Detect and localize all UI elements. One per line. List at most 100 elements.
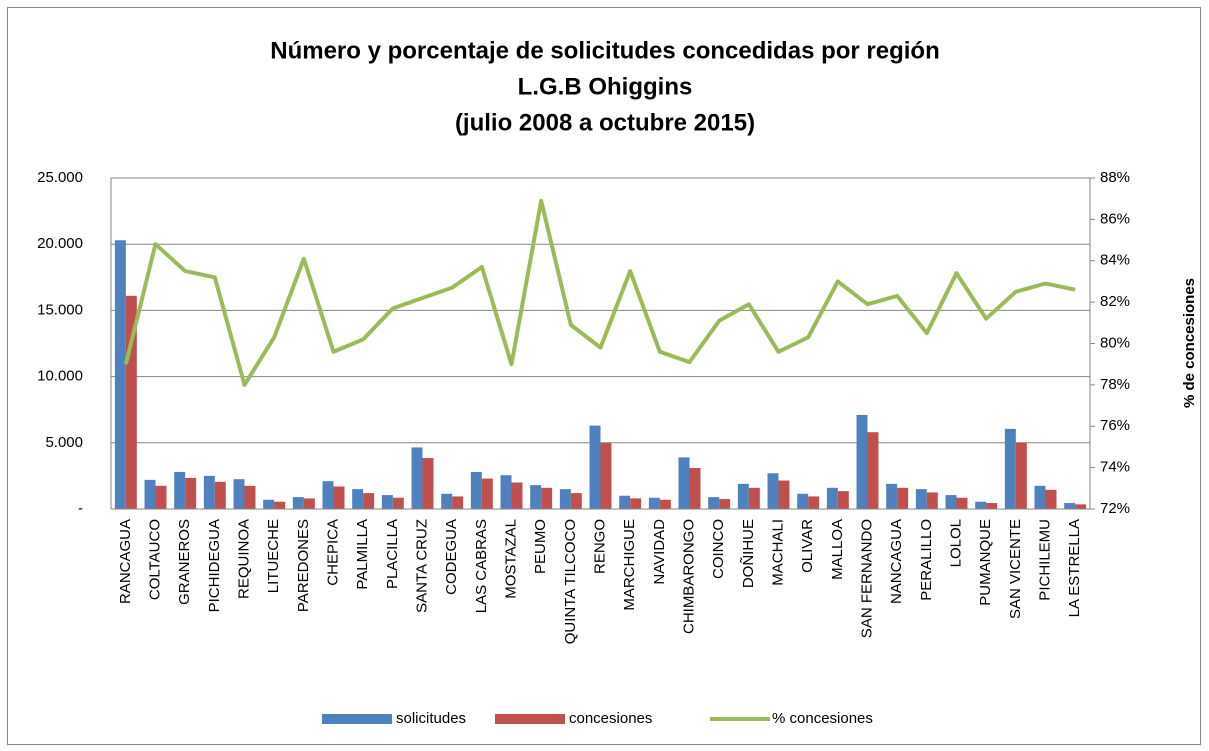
bar (381, 495, 393, 509)
x-tick-label: SAN VICENTE (1007, 519, 1024, 619)
x-tick-label: REQUINOA (235, 519, 252, 599)
bar (363, 493, 375, 509)
bar (708, 497, 720, 509)
bar (1015, 442, 1027, 509)
bar (185, 477, 197, 509)
bar (648, 497, 660, 509)
y2-tick-label: 84% (1100, 252, 1130, 269)
x-tick-label: LOLOL (947, 519, 964, 567)
bar (174, 471, 186, 509)
bar (837, 491, 849, 509)
bar (422, 458, 434, 509)
y-tick-label: - (78, 500, 83, 517)
bar (600, 442, 612, 509)
chart-title: Número y porcentaje de solicitudes conce… (270, 37, 940, 64)
bar (886, 483, 898, 509)
x-tick-label: PLACILLA (384, 519, 401, 589)
x-tick-label: CHEPICA (324, 519, 341, 586)
y2-tick-label: 88% (1100, 169, 1130, 186)
bar (808, 496, 820, 509)
bar (411, 447, 423, 509)
bar (274, 501, 286, 509)
bar (352, 489, 364, 509)
y2-axis-label: % de concesiones (1181, 278, 1198, 408)
y2-tick-label: 72% (1100, 500, 1130, 517)
x-tick-label: PEUMO (532, 519, 549, 574)
bar (155, 485, 167, 509)
x-tick-label: PICHIDEGUA (206, 519, 223, 612)
x-tick-label: NAVIDAD (651, 519, 668, 585)
x-tick-label: LITUECHE (265, 519, 282, 593)
y2-tick-label: 78% (1100, 376, 1130, 393)
bar (500, 475, 512, 509)
bar (114, 240, 126, 509)
x-tick-label: SANTA CRUZ (413, 519, 430, 613)
bar (441, 493, 453, 509)
y2-tick-label: 80% (1100, 334, 1130, 351)
bar (1034, 485, 1046, 509)
bar (530, 485, 542, 509)
bar (511, 482, 523, 509)
bar (659, 499, 671, 509)
y-tick-label: 15.000 (37, 301, 83, 318)
x-tick-label: LAS CABRAS (473, 519, 490, 613)
bar (689, 467, 701, 509)
x-tick-label: MACHALI (769, 519, 786, 586)
y2-tick-label: 86% (1100, 210, 1130, 227)
bar (292, 497, 304, 509)
bar (559, 489, 571, 509)
bar (1075, 504, 1087, 509)
x-tick-label: RANCAGUA (117, 519, 134, 604)
x-tick-label: CODEGUA (443, 519, 460, 595)
y-tick-label: 25.000 (37, 169, 83, 186)
bar (856, 414, 868, 509)
bar (926, 492, 938, 509)
legend-label: % concesiones (772, 710, 873, 727)
bar (1004, 428, 1016, 509)
bar (244, 485, 256, 509)
x-tick-label: PAREDONES (295, 519, 312, 612)
bar (125, 295, 137, 509)
bar (589, 425, 601, 509)
x-tick-label: PERALILLO (918, 519, 935, 601)
x-tick-label: PICHILEMU (1036, 519, 1053, 601)
x-tick-label: MALLOA (829, 519, 846, 580)
bar (144, 479, 156, 509)
bar (915, 489, 927, 509)
bar (470, 471, 482, 509)
y2-tick-label: 76% (1100, 417, 1130, 434)
bar (797, 493, 809, 509)
bar (203, 475, 215, 509)
x-tick-label: SAN FERNANDO (858, 519, 875, 638)
legend-swatch (495, 714, 565, 724)
legend-label: concesiones (569, 710, 652, 727)
bar (986, 503, 998, 509)
x-tick-label: QUINTA TILCOCO (562, 519, 579, 644)
bar (630, 498, 642, 509)
bar (481, 478, 493, 509)
bar (392, 497, 404, 509)
bar (452, 496, 464, 509)
bar (214, 481, 226, 509)
bar (333, 486, 345, 509)
x-tick-label: MARCHIGUE (621, 519, 638, 611)
legend-swatch (322, 714, 392, 724)
bar (748, 487, 760, 509)
x-tick-label: GRANEROS (176, 519, 193, 605)
bar (678, 457, 690, 509)
x-tick-label: LA ESTRELLA (1066, 519, 1083, 617)
bar (233, 479, 245, 509)
y2-tick-label: 82% (1100, 293, 1130, 310)
x-tick-label: NANCAGUA (888, 519, 905, 604)
y-tick-label: 10.000 (37, 368, 83, 385)
bar (1045, 489, 1057, 509)
x-tick-label: MOSTAZAL (502, 519, 519, 599)
bar (975, 501, 987, 509)
chart-title: L.G.B Ohiggins (518, 73, 693, 100)
bar (619, 495, 631, 509)
bar (570, 493, 582, 509)
bar (263, 499, 275, 509)
bar (956, 497, 968, 509)
bar (767, 473, 779, 509)
